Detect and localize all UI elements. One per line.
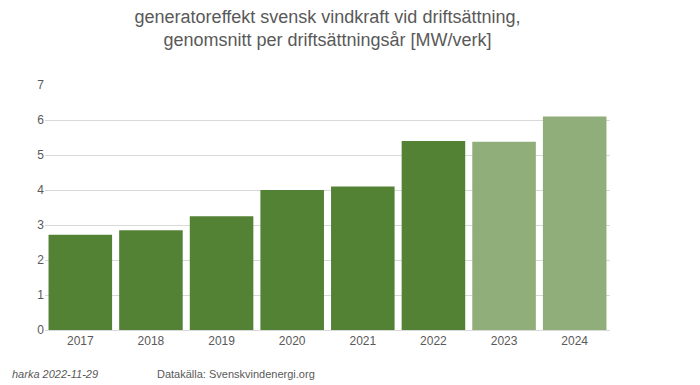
- svg-text:4: 4: [37, 183, 44, 197]
- svg-text:0: 0: [37, 323, 44, 337]
- svg-text:2020: 2020: [279, 334, 306, 348]
- svg-text:2024: 2024: [561, 334, 588, 348]
- svg-text:2022: 2022: [420, 334, 447, 348]
- svg-text:2: 2: [37, 253, 44, 267]
- svg-text:5: 5: [37, 148, 44, 162]
- svg-text:7: 7: [37, 78, 44, 92]
- svg-text:2017: 2017: [67, 334, 94, 348]
- svg-text:1: 1: [37, 288, 44, 302]
- svg-text:harka 2022-11-29: harka 2022-11-29: [12, 368, 98, 380]
- svg-text:3: 3: [37, 218, 44, 232]
- svg-text:2018: 2018: [138, 334, 165, 348]
- svg-text:6: 6: [37, 113, 44, 127]
- svg-text:Datakälla: Svenskvindenergi.or: Datakälla: Svenskvindenergi.org: [157, 368, 315, 380]
- svg-text:generatoreffekt svensk vindkra: generatoreffekt svensk vindkraft vid dri…: [135, 7, 521, 50]
- svg-text:2021: 2021: [349, 334, 376, 348]
- svg-text:2023: 2023: [491, 334, 518, 348]
- svg-text:2019: 2019: [208, 334, 235, 348]
